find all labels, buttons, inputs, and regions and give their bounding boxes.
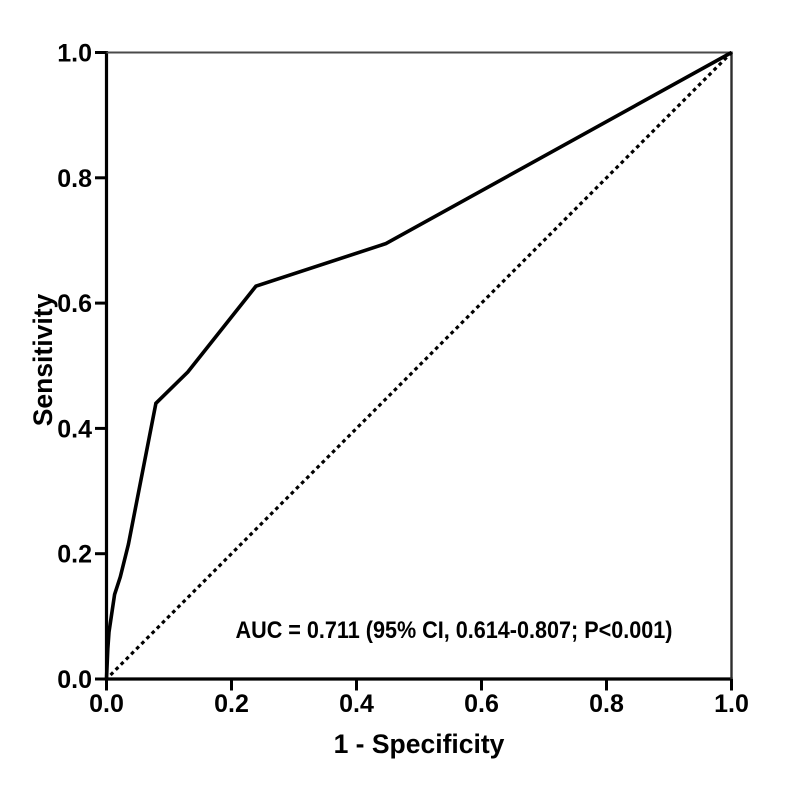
y-tick-label: 0.4 <box>57 415 92 443</box>
axis-ticks: 0.0 0.2 0.4 0.6 0.8 1.0 0.0 0.2 0.4 0.6 0.8 1.0 <box>57 40 749 719</box>
y-tick-label: 1.0 <box>57 40 92 68</box>
data-series <box>104 50 734 682</box>
x-tick-label: 0.8 <box>589 690 624 718</box>
y-tick-label: 0.8 <box>57 165 92 193</box>
x-tick-label: 0.0 <box>89 690 124 718</box>
auc-annotation: AUC = 0.711 (95% CI, 0.614-0.807; P<0.00… <box>236 617 673 644</box>
x-tick-label: 1.0 <box>714 690 749 718</box>
y-tick-label: 0.6 <box>57 290 92 318</box>
roc-curve-line <box>104 50 733 680</box>
plot-frame <box>104 51 733 681</box>
x-tick-label: 0.2 <box>214 690 249 718</box>
y-tick-label: 0.0 <box>57 666 92 694</box>
y-axis-label: Sensitivity <box>28 293 58 426</box>
chance-diagonal-line <box>104 50 734 682</box>
x-tick-label: 0.4 <box>339 690 374 718</box>
x-axis-label: 1 - Specificity <box>334 729 505 759</box>
y-tick-label: 0.2 <box>57 541 92 569</box>
x-tick-label: 0.6 <box>464 690 499 718</box>
